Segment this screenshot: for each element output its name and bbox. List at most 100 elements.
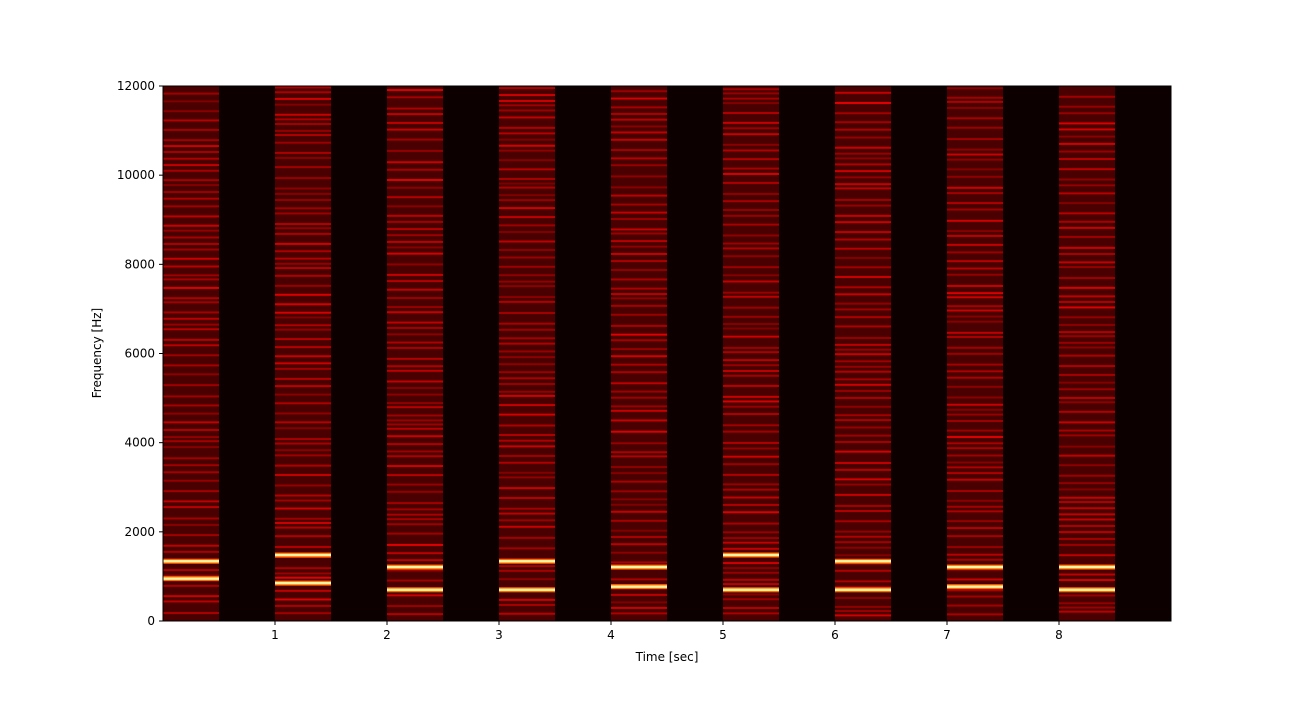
harmonic-line	[499, 149, 555, 152]
harmonic-line	[835, 353, 891, 356]
harmonic-line	[947, 546, 1003, 549]
harmonic-line	[835, 128, 891, 131]
harmonic-line	[499, 476, 555, 479]
harmonic-line	[163, 205, 219, 208]
harmonic-line	[387, 594, 443, 597]
harmonic-line	[163, 110, 219, 113]
harmonic-line	[611, 278, 667, 281]
harmonic-line	[275, 612, 331, 615]
harmonic-line	[947, 478, 1003, 481]
harmonic-line	[499, 461, 555, 464]
harmonic-line	[723, 400, 779, 403]
harmonic-line	[275, 113, 331, 116]
harmonic-line	[387, 455, 443, 458]
harmonic-line	[387, 579, 443, 582]
harmonic-line	[611, 409, 667, 412]
harmonic-line	[723, 247, 779, 250]
harmonic-line	[611, 503, 667, 506]
harmonic-line	[387, 311, 443, 314]
harmonic-line	[723, 149, 779, 152]
x-tick-label: 4	[607, 628, 615, 642]
harmonic-line	[387, 205, 443, 208]
harmonic-line	[947, 604, 1003, 607]
harmonic-line	[835, 569, 891, 572]
harmonic-line	[1059, 454, 1115, 457]
harmonic-line	[611, 106, 667, 109]
harmonic-line	[611, 339, 667, 342]
harmonic-line	[1059, 401, 1115, 404]
harmonic-line	[611, 578, 667, 581]
harmonic-line	[947, 305, 1003, 308]
harmonic-line	[723, 567, 779, 570]
harmonic-line	[387, 196, 443, 199]
harmonic-line	[835, 419, 891, 422]
harmonic-line	[1059, 513, 1115, 516]
harmonic-line	[947, 202, 1003, 205]
harmonic-line	[387, 532, 443, 535]
harmonic-line	[275, 284, 331, 287]
harmonic-line	[163, 395, 219, 398]
harmonic-line	[1059, 158, 1115, 161]
harmonic-line	[275, 507, 331, 510]
harmonic-line	[723, 455, 779, 458]
y-tick-label: 10000	[117, 168, 155, 182]
harmonic-line	[387, 326, 443, 329]
harmonic-line	[275, 257, 331, 260]
peak-line	[1059, 565, 1115, 569]
harmonic-line	[1059, 266, 1115, 269]
harmonic-line	[163, 157, 219, 160]
harmonic-line	[387, 427, 443, 430]
harmonic-line	[835, 247, 891, 250]
harmonic-line	[163, 278, 219, 281]
harmonic-line	[387, 518, 443, 521]
harmonic-line	[163, 612, 219, 615]
harmonic-line	[163, 500, 219, 503]
harmonic-line	[947, 447, 1003, 450]
harmonic-line	[1059, 573, 1115, 576]
harmonic-line	[723, 473, 779, 476]
harmonic-line	[1059, 434, 1115, 437]
harmonic-line	[163, 191, 219, 194]
harmonic-line	[163, 457, 219, 460]
peak-line	[275, 581, 331, 585]
harmonic-line	[499, 487, 555, 490]
harmonic-line	[499, 350, 555, 353]
harmonic-line	[611, 490, 667, 493]
harmonic-line	[611, 455, 667, 458]
harmonic-line	[611, 268, 667, 271]
harmonic-line	[835, 370, 891, 373]
harmonic-line	[947, 553, 1003, 556]
harmonic-line	[723, 511, 779, 514]
harmonic-line	[1059, 488, 1115, 491]
harmonic-line	[723, 547, 779, 550]
harmonic-line	[1059, 341, 1115, 344]
harmonic-line	[947, 442, 1003, 445]
harmonic-line	[499, 390, 555, 393]
harmonic-line	[723, 323, 779, 326]
harmonic-line	[1059, 396, 1115, 399]
harmonic-line	[275, 141, 331, 144]
harmonic-line	[275, 499, 331, 502]
harmonic-line	[387, 523, 443, 526]
harmonic-line	[1059, 192, 1115, 195]
harmonic-line	[1059, 150, 1115, 153]
harmonic-line	[835, 493, 891, 496]
harmonic-line	[499, 519, 555, 522]
harmonic-line	[275, 192, 331, 195]
harmonic-line	[499, 144, 555, 147]
harmonic-line	[947, 243, 1003, 246]
harmonic-line	[723, 223, 779, 226]
harmonic-line	[275, 187, 331, 190]
harmonic-line	[835, 426, 891, 429]
harmonic-line	[275, 494, 331, 497]
harmonic-line	[947, 87, 1003, 90]
harmonic-line	[387, 96, 443, 99]
harmonic-line	[387, 402, 443, 405]
harmonic-line	[163, 179, 219, 182]
harmonic-line	[947, 408, 1003, 411]
peak-line	[275, 553, 331, 557]
harmonic-line	[835, 183, 891, 186]
harmonic-line	[387, 168, 443, 171]
harmonic-line	[163, 550, 219, 553]
harmonic-line	[275, 311, 331, 314]
